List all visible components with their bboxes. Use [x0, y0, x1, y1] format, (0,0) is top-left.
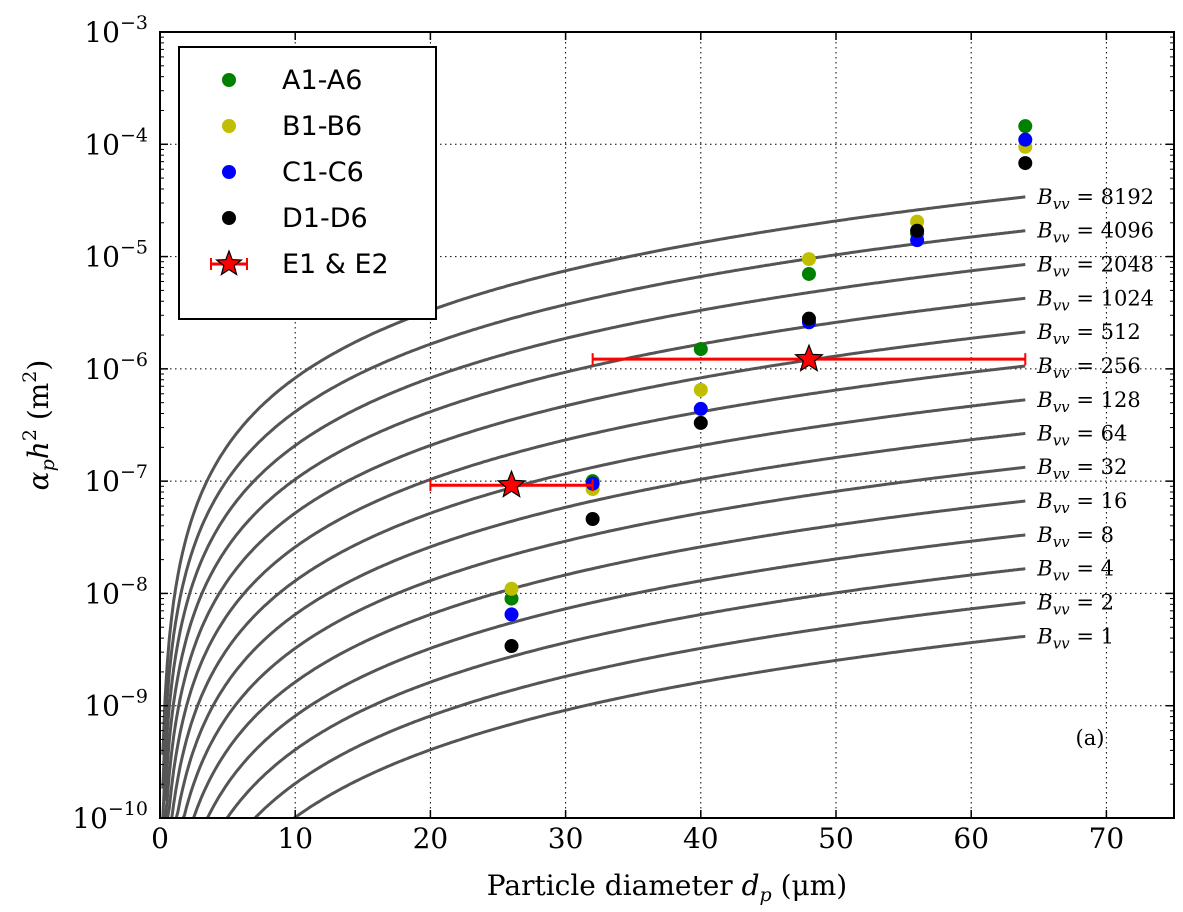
data-point — [693, 342, 708, 357]
legend-entry-label: A1-A6 — [282, 65, 362, 96]
data-point — [504, 639, 519, 654]
data-point — [1018, 156, 1033, 171]
bvv-curve — [181, 465, 1026, 818]
legend-marker — [222, 211, 236, 225]
bvv-curve-label: Bvv = 8192 — [1036, 185, 1154, 213]
bvv-curve-labels: Bvv = 8192 Bvv = 4096 Bvv = 2048 Bvv = 1024… — [1036, 185, 1154, 652]
bvv-curve-label: Bvv = 2 — [1036, 591, 1114, 619]
x-tick-label: 10 — [277, 822, 313, 855]
data-point-star — [496, 469, 527, 498]
bvv-curve — [161, 229, 1026, 789]
bvv-curves — [161, 195, 1026, 818]
y-axis-label: αph2 (m2) — [19, 360, 59, 491]
y-tick-label: 10−3 — [84, 12, 148, 49]
bvv-curve-label: Bvv = 64 — [1036, 421, 1127, 449]
bvv-curve — [252, 601, 1026, 818]
bvv-curve — [225, 567, 1026, 818]
legend: A1-A6 B1-B6 C1-C6 D1-D6 E1 & E2 — [178, 46, 437, 320]
bvv-curve — [191, 499, 1026, 818]
data-point — [504, 607, 519, 622]
bvv-curve-label: Bvv = 512 — [1036, 320, 1140, 348]
panel-label: (a) — [1076, 726, 1105, 750]
bvv-curve-label: Bvv = 8 — [1036, 523, 1114, 551]
bvv-curve — [161, 263, 1026, 818]
data-point — [1018, 132, 1033, 147]
legend-entry-label: C1-C6 — [282, 157, 364, 188]
x-tick-label: 60 — [953, 822, 989, 855]
legend-star-marker — [214, 249, 244, 276]
bvv-curve — [170, 398, 1026, 818]
x-tick-label: 0 — [151, 822, 169, 855]
legend-marker — [222, 73, 236, 87]
x-tick-label: 30 — [548, 822, 584, 855]
data-point — [801, 311, 816, 326]
plot-frame — [159, 31, 1175, 819]
x-tick-label: 40 — [683, 822, 719, 855]
bvv-curve-label: Bvv = 32 — [1036, 455, 1127, 483]
bvv-curve — [205, 533, 1026, 818]
bvv-curve — [166, 364, 1026, 818]
y-tick-label: 10−10 — [72, 798, 148, 835]
legend-entry-label: E1 & E2 — [282, 249, 389, 280]
bvv-curve-label: Bvv = 2048 — [1036, 252, 1154, 280]
data-point — [693, 382, 708, 397]
y-tick-label: 10−5 — [84, 237, 148, 274]
data-points — [429, 119, 1033, 654]
y-tick-label: 10−9 — [84, 686, 148, 723]
data-point — [1018, 119, 1033, 134]
bvv-curve-label: Bvv = 16 — [1036, 489, 1127, 517]
bvv-curve-label: Bvv = 128 — [1036, 388, 1140, 416]
data-point — [801, 266, 816, 281]
x-tick-label: 70 — [1089, 822, 1125, 855]
legend-marker — [222, 165, 236, 179]
x-axis-label: Particle diameter dp (μm) — [487, 869, 847, 906]
bvv-curve — [291, 634, 1026, 818]
bvv-curve — [163, 296, 1026, 801]
y-tick-label: 10−7 — [84, 461, 148, 498]
svg-text:αph2 (m2): αph2 (m2) — [19, 360, 59, 491]
bvv-curve-label: Bvv = 4096 — [1036, 219, 1154, 247]
data-point — [910, 223, 925, 238]
y-tick-label: 10−6 — [84, 349, 148, 386]
bvv-curve-label: Bvv = 1 — [1036, 624, 1114, 652]
data-point — [693, 401, 708, 416]
bvv-curve-label: Bvv = 1024 — [1036, 286, 1154, 314]
legend-entry-label: B1-B6 — [282, 111, 362, 142]
bvv-curve — [163, 330, 1026, 818]
x-tick-label: 20 — [413, 822, 449, 855]
x-tick-label: 50 — [818, 822, 854, 855]
data-point-star — [793, 343, 824, 372]
data-point — [585, 512, 600, 527]
data-point — [801, 252, 816, 267]
axis-ticks — [159, 31, 1174, 819]
bvv-curve-label: Bvv = 4 — [1036, 557, 1114, 585]
bvv-curve-label: Bvv = 256 — [1036, 354, 1140, 382]
tick-labels: 0 10 20 30 40 50 60 70 10−10 10−9 10−8 10−7 10−6 10−5… — [72, 12, 1124, 855]
legend-entry-label: D1-D6 — [282, 203, 368, 234]
legend-marker — [222, 119, 236, 133]
data-point — [504, 591, 519, 606]
y-tick-label: 10−4 — [84, 124, 148, 161]
data-point — [693, 415, 708, 430]
bvv-curve — [161, 195, 1026, 755]
bvv-curve — [174, 431, 1026, 818]
data-point — [504, 581, 519, 596]
y-tick-label: 10−8 — [84, 573, 148, 610]
